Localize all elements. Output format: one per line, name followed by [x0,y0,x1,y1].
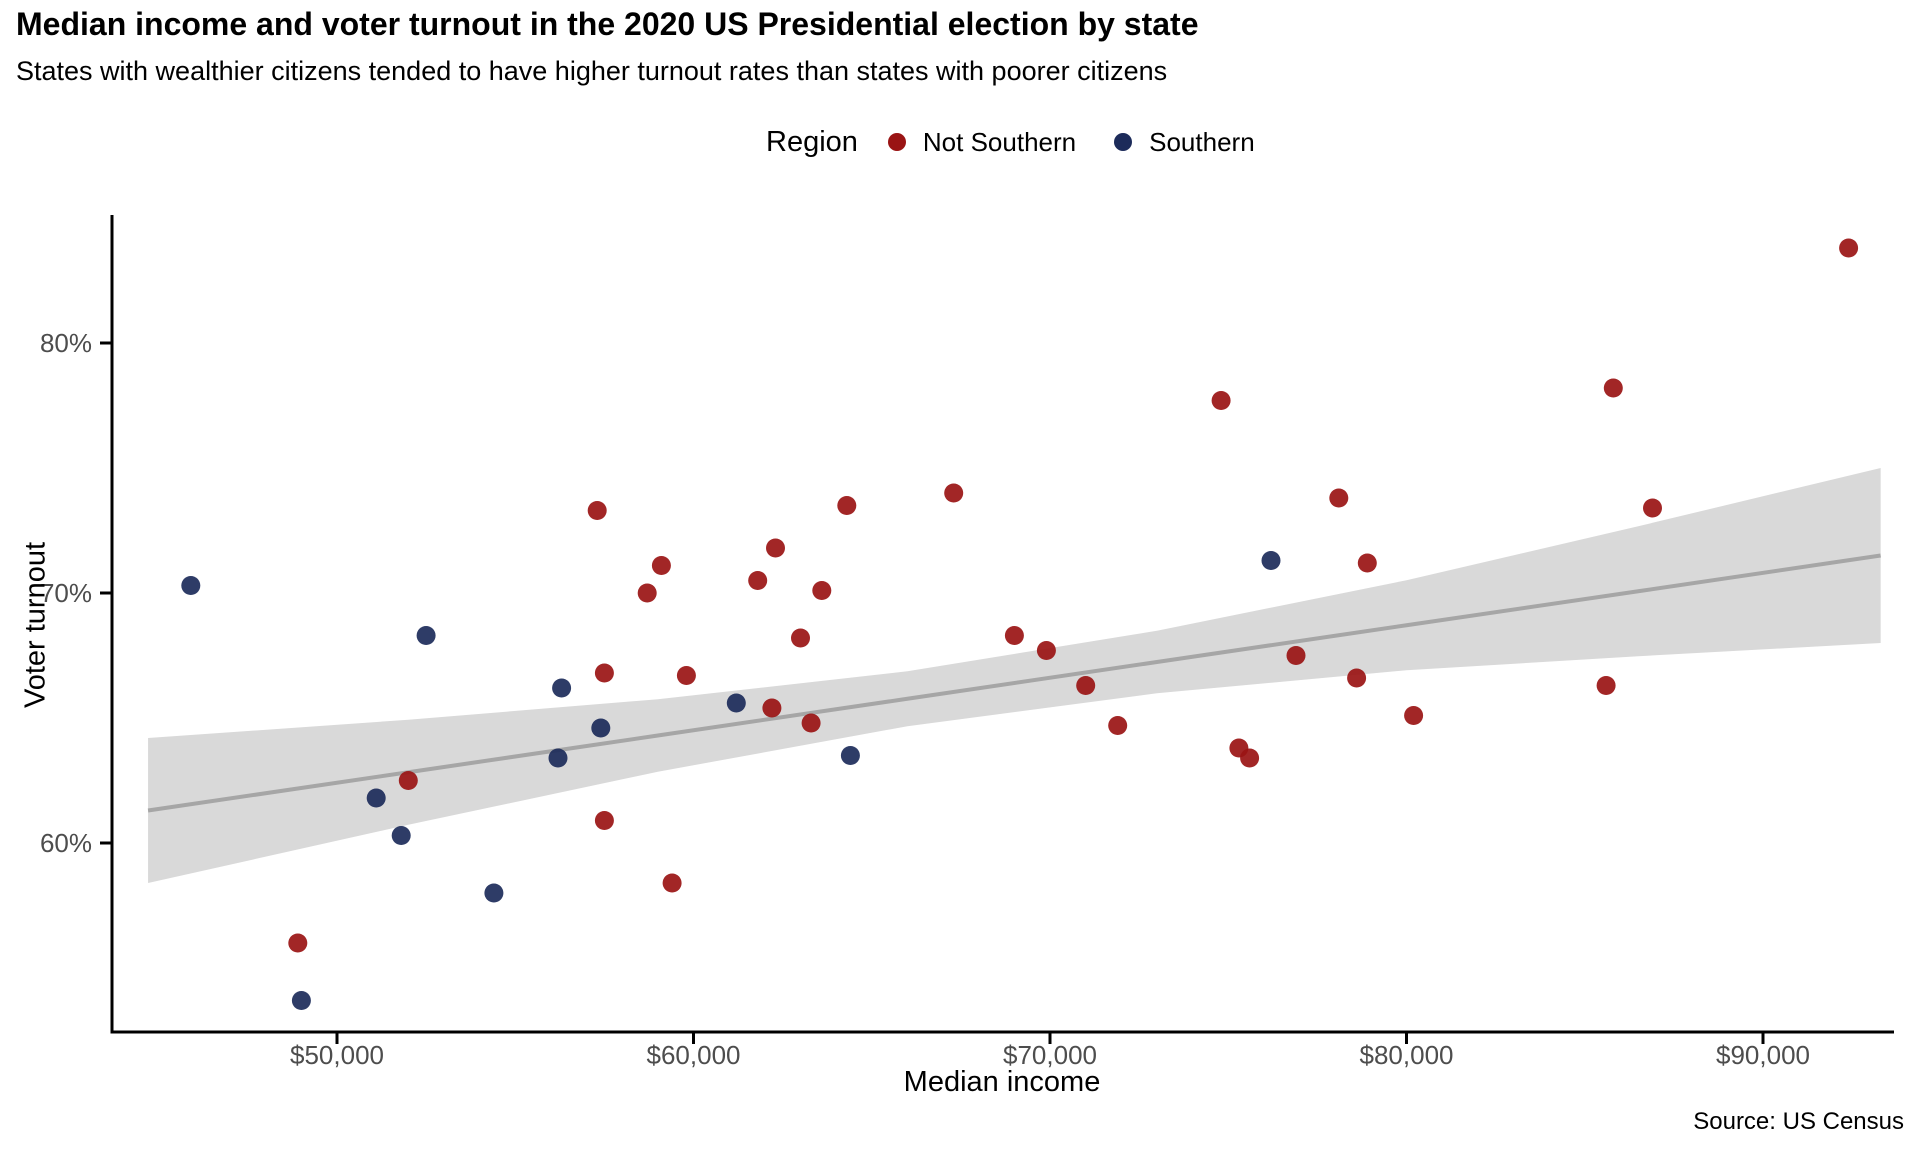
x-tick-label: $80,000 [1360,1040,1454,1070]
data-point-not-southern [837,496,857,515]
data-point-not-southern [1108,716,1128,735]
data-point-not-southern [1643,498,1662,518]
data-point-not-southern [766,538,785,558]
data-point-southern [416,626,436,645]
data-point-not-southern [812,581,832,600]
confidence-band [148,468,1881,883]
data-point-not-southern [762,698,782,718]
data-point-not-southern [676,666,696,685]
trend-line [147,553,1881,813]
data-point-not-southern [288,933,308,953]
data-point-not-southern [1004,626,1024,645]
data-point-southern [484,883,504,903]
chart-subtitle: States with wealthier citizens tended to… [16,56,1168,86]
chart-title: Median income and voter turnout in the 2… [16,6,1199,42]
x-tick-label: $70,000 [1003,1040,1097,1070]
data-point-not-southern [1329,488,1349,508]
data-point-southern [552,678,572,698]
data-point-not-southern [1603,378,1623,398]
data-point-southern [548,748,568,768]
x-tick-label: $50,000 [290,1040,384,1070]
data-point-southern [291,991,311,1010]
data-point-not-southern [1357,553,1377,573]
x-tick-label: $90,000 [1716,1040,1810,1070]
data-point-not-southern [587,501,607,520]
data-point-not-southern [594,663,614,683]
data-point-not-southern [1839,238,1859,258]
x-tick-label: $60,000 [647,1040,741,1070]
data-point-southern [726,693,746,713]
data-point-not-southern [1404,706,1424,725]
data-point-not-southern [398,771,418,790]
x-axis-title: Median income [903,1066,1101,1098]
data-point-not-southern [1076,676,1096,695]
data-point-not-southern [1240,748,1260,768]
legend-item-southern: Southern [1114,127,1255,158]
data-point-not-southern [594,811,614,830]
southern-dot-icon [1114,133,1133,151]
data-point-not-southern [1036,641,1056,660]
y-tick-label: 60% [40,828,92,858]
legend-item-not-southern: Not Southern [887,126,1077,158]
data-point-southern [366,788,386,808]
data-point-not-southern [748,571,768,590]
data-point-southern [391,826,411,845]
data-point-southern [840,746,860,765]
data-point-southern [1261,551,1281,570]
not-southern-dot-icon [887,133,906,151]
legend-label: Not Southern [922,126,1077,157]
data-point-not-southern [662,873,682,893]
data-point-southern [591,718,611,738]
data-point-not-southern [637,583,657,603]
data-point-not-southern [944,483,964,503]
data-point-not-southern [1286,646,1306,665]
legend-title: Region [766,125,858,158]
y-axis-title: Voter turnout [19,541,52,709]
data-point-not-southern [801,713,821,733]
data-point-not-southern [1347,668,1367,688]
y-tick-label: 80% [40,328,92,358]
data-point-not-southern [1596,676,1616,695]
source-note: Source: US Census [1693,1108,1904,1135]
data-point-southern [181,576,201,595]
legend: Region Not Southern Southern [766,120,1293,164]
data-point-not-southern [1211,391,1231,410]
data-point-not-southern [651,556,671,575]
y-tick-label: 70% [40,578,92,608]
data-point-not-southern [791,628,810,648]
legend-label: Southern [1149,126,1255,157]
